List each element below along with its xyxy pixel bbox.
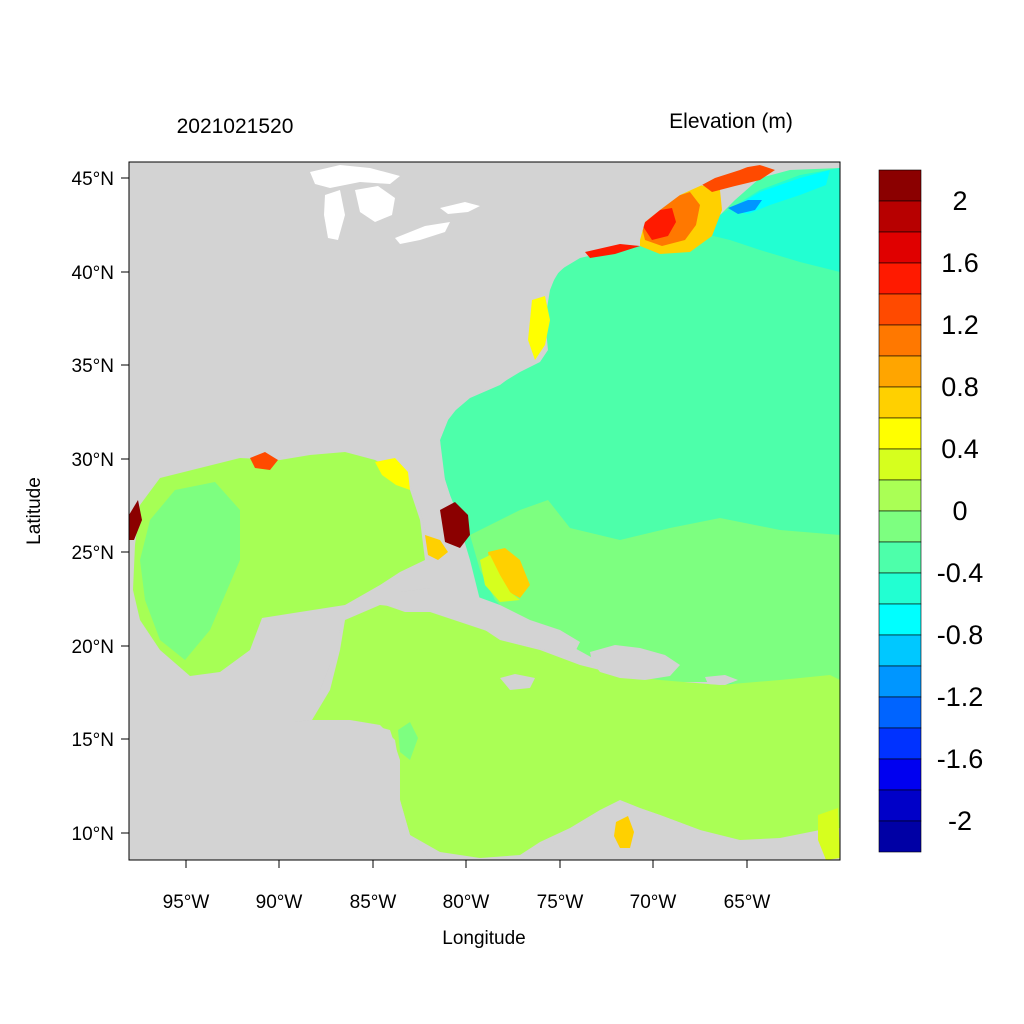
- colorbar-label: -1.2: [937, 682, 984, 712]
- colorbar-labels: 2 1.6 1.2 0.8 0.4 0 -0.4 -0.8 -1.2 -1.6 -2: [937, 186, 984, 836]
- map-panel: [129, 162, 840, 860]
- x-tick-label: 95°W: [163, 892, 210, 913]
- colorbar-swatch: [878, 541, 922, 574]
- colorbar-swatch: [878, 231, 922, 264]
- western-gulf-patch: [140, 482, 240, 660]
- colorbar-label: 0: [952, 496, 967, 526]
- y-tick-label: 10°N: [72, 824, 114, 845]
- colorbar-swatch: [878, 572, 922, 605]
- colorbar-swatch: [878, 355, 922, 388]
- trinidad-surge: [818, 808, 840, 860]
- northeast-blue-patch: [728, 200, 762, 214]
- yucatan-land: [248, 614, 340, 722]
- colorbar-swatch: [878, 169, 922, 202]
- x-tick-label: 85°W: [350, 892, 397, 913]
- datetime-label: 2021021520: [177, 115, 294, 138]
- texas-coast-surge: [129, 500, 142, 540]
- jamaica-land: [500, 674, 535, 690]
- colorbar-swatch: [878, 324, 922, 357]
- colorbar-swatch: [878, 293, 922, 326]
- colorbar-swatch: [878, 603, 922, 636]
- florida-bigbend-surge: [375, 458, 410, 490]
- colorbar-swatch: [878, 727, 922, 760]
- colorbar-label: 1.6: [941, 248, 979, 278]
- bahamas-bank-west: [480, 555, 520, 602]
- colorbar-label: 0.4: [941, 434, 979, 464]
- colorbar-swatch: [878, 417, 922, 450]
- colorbar-swatch: [878, 820, 922, 853]
- x-tick-label: 80°W: [443, 892, 490, 913]
- west-caribbean-patch: [398, 722, 418, 760]
- y-tick-label: 20°N: [72, 637, 114, 658]
- nova-scotia-coast-surge: [700, 165, 775, 192]
- colorbar-label: -0.8: [937, 620, 984, 650]
- louisiana-surge: [250, 452, 278, 470]
- x-tick-label: 75°W: [537, 892, 584, 913]
- colorbar-swatch: [878, 448, 922, 481]
- x-tick-label: 70°W: [630, 892, 677, 913]
- plot-frame: [128, 161, 841, 861]
- colorbar-label: -1.6: [937, 744, 984, 774]
- y-axis-label: Latitude: [24, 477, 45, 545]
- x-tick-label: 90°W: [256, 892, 303, 913]
- florida-south-surge: [440, 502, 470, 548]
- northeast-cool-water: [705, 168, 840, 272]
- colorbar-swatch: [878, 200, 922, 233]
- bahamas-bank: [488, 548, 530, 598]
- puerto-rico-land: [705, 675, 738, 685]
- florida-southwest-surge: [425, 535, 448, 560]
- colorbar: [878, 169, 922, 853]
- lake-michigan: [324, 190, 345, 240]
- y-tick-label: 15°N: [72, 730, 114, 751]
- lake-erie: [395, 222, 450, 244]
- y-axis: [121, 177, 129, 834]
- south-atlantic-band: [470, 500, 840, 690]
- south-america-land: [520, 805, 840, 860]
- maracaibo-lake: [614, 816, 634, 848]
- lake-huron: [355, 186, 395, 222]
- colorbar-swatch: [878, 262, 922, 295]
- y-tick-label: 25°N: [72, 543, 114, 564]
- north-america-land: [129, 162, 840, 548]
- hispaniola-land: [590, 645, 680, 680]
- colorbar-label: -0.4: [937, 558, 984, 588]
- caribbean-sea: [312, 605, 840, 860]
- colorbar-label: 0.8: [941, 372, 979, 402]
- x-tick-labels: 95°W 90°W 85°W 80°W 75°W 70°W 65°W: [163, 892, 771, 913]
- y-tick-label: 45°N: [72, 169, 114, 190]
- lake-ontario: [440, 202, 480, 214]
- colorbar-swatch: [878, 386, 922, 419]
- y-tick-label: 40°N: [72, 263, 114, 284]
- cuba-land: [382, 588, 580, 652]
- colorbar-swatch: [878, 789, 922, 822]
- colorbar-swatch: [878, 479, 922, 512]
- central-america-land: [129, 710, 430, 860]
- colorbar-swatch: [878, 696, 922, 729]
- colorbar-label: 1.2: [941, 310, 979, 340]
- longisland-surge: [585, 244, 640, 258]
- x-axis-label: Longitude: [442, 928, 525, 949]
- y-tick-label: 30°N: [72, 450, 114, 471]
- colorbar-label: 2: [952, 186, 967, 216]
- carolina-surge: [528, 296, 550, 360]
- y-tick-label: 35°N: [72, 356, 114, 377]
- x-axis: [185, 860, 748, 868]
- lake-superior: [310, 165, 400, 188]
- colorbar-swatch: [878, 758, 922, 791]
- x-tick-label: 65°W: [724, 892, 771, 913]
- colorbar-swatch: [878, 634, 922, 667]
- colorbar-swatch: [878, 510, 922, 543]
- gulf-of-maine-surge-high: [642, 208, 676, 240]
- variable-label: Elevation (m): [669, 110, 793, 133]
- colorbar-swatch: [878, 665, 922, 698]
- colorbar-label: -2: [948, 806, 972, 836]
- y-tick-labels: 45°N 40°N 35°N 30°N 25°N 20°N 15°N 10°N: [72, 169, 114, 845]
